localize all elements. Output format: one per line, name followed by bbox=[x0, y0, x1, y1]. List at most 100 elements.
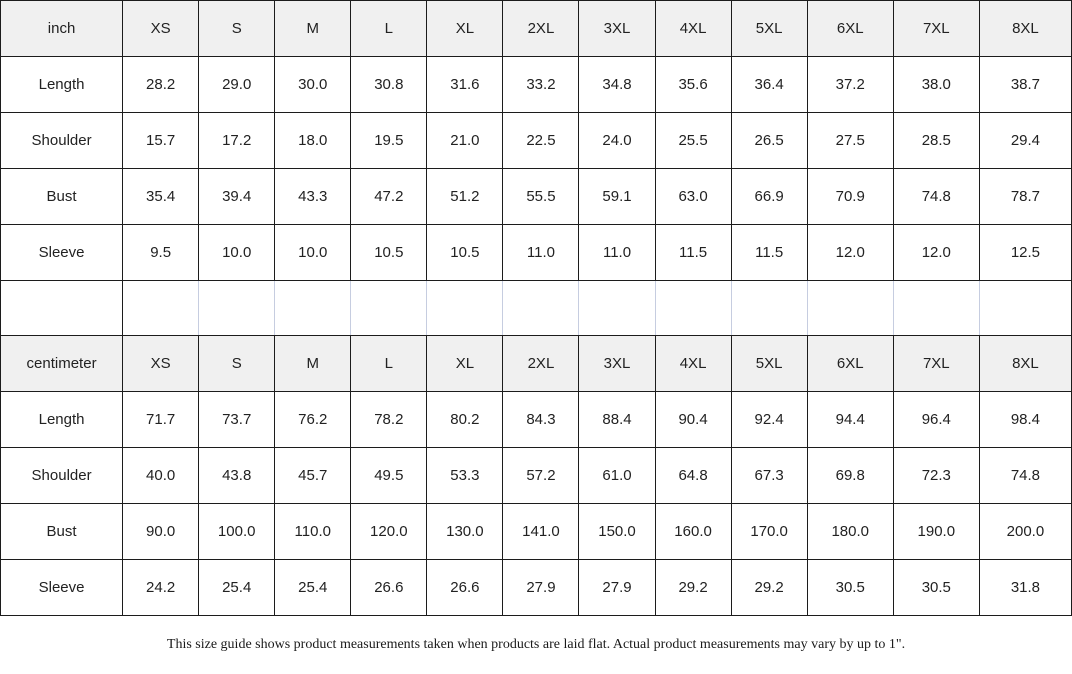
measurement-value: 30.5 bbox=[807, 559, 894, 616]
measurement-value: 19.5 bbox=[350, 112, 428, 169]
spacer-cell bbox=[198, 280, 276, 336]
measurement-disclaimer: This size guide shows product measuremen… bbox=[166, 637, 906, 653]
size-header-s: S bbox=[198, 335, 276, 392]
measurement-value: 66.9 bbox=[731, 168, 808, 225]
measurement-value: 12.5 bbox=[979, 224, 1072, 281]
measurement-value: 84.3 bbox=[502, 391, 580, 448]
measurement-value: 18.0 bbox=[274, 112, 352, 169]
measurement-value: 78.2 bbox=[350, 391, 428, 448]
measurement-value: 25.4 bbox=[198, 559, 276, 616]
spacer-cell bbox=[806, 280, 894, 336]
measurement-value: 10.5 bbox=[350, 224, 428, 281]
size-header-m: M bbox=[274, 335, 352, 392]
measurement-value: 141.0 bbox=[502, 503, 580, 560]
measurement-value: 71.7 bbox=[122, 391, 200, 448]
measurement-value: 51.2 bbox=[426, 168, 504, 225]
measurement-value: 43.3 bbox=[274, 168, 352, 225]
measurement-value: 30.5 bbox=[893, 559, 980, 616]
spacer-cell bbox=[654, 280, 732, 336]
table-row: Length 71.7 73.7 76.2 78.2 80.2 84.3 88.4 90.4 92… bbox=[0, 391, 1072, 448]
measurement-value: 40.0 bbox=[122, 447, 200, 504]
measurement-value: 25.4 bbox=[274, 559, 352, 616]
size-chart-table: inch XS S M L XL 2XL 3XL 4XL 5XL 6XL 7XL 8XL Length 28… bbox=[0, 0, 1072, 616]
measurement-value: 33.2 bbox=[502, 56, 580, 113]
spacer-cell bbox=[978, 280, 1072, 336]
measurement-value: 150.0 bbox=[578, 503, 656, 560]
measurement-value: 29.4 bbox=[979, 112, 1072, 169]
measurement-value: 29.0 bbox=[198, 56, 276, 113]
measurement-value: 74.8 bbox=[893, 168, 980, 225]
measurement-value: 76.2 bbox=[274, 391, 352, 448]
unit-label: centimeter bbox=[0, 335, 124, 392]
size-header-3xl: 3XL bbox=[578, 0, 656, 57]
table-row: Length 28.2 29.0 30.0 30.8 31.6 33.2 34.8 35.6 36… bbox=[0, 56, 1072, 113]
measurement-value: 10.0 bbox=[274, 224, 352, 281]
table-row: Shoulder 40.0 43.8 45.7 49.5 53.3 57.2 61.0 64.8… bbox=[0, 447, 1072, 504]
measurement-value: 38.7 bbox=[979, 56, 1072, 113]
table-row: Bust 90.0 100.0 110.0 120.0 130.0 141.0 150.0 16… bbox=[0, 503, 1072, 560]
measurement-value: 27.9 bbox=[502, 559, 580, 616]
measurement-label-bust: Bust bbox=[0, 168, 124, 225]
spacer-cell bbox=[122, 280, 200, 336]
measurement-value: 9.5 bbox=[122, 224, 200, 281]
size-header-4xl: 4XL bbox=[655, 335, 732, 392]
spacer-cell bbox=[730, 280, 808, 336]
measurement-value: 24.2 bbox=[122, 559, 200, 616]
measurement-value: 45.7 bbox=[274, 447, 352, 504]
measurement-value: 43.8 bbox=[198, 447, 276, 504]
measurement-value: 31.8 bbox=[979, 559, 1072, 616]
measurement-value: 11.5 bbox=[731, 224, 808, 281]
measurement-value: 47.2 bbox=[350, 168, 428, 225]
measurement-value: 80.2 bbox=[426, 391, 504, 448]
size-header-8xl: 8XL bbox=[979, 0, 1072, 57]
measurement-value: 96.4 bbox=[893, 391, 980, 448]
measurement-value: 29.2 bbox=[655, 559, 732, 616]
table-body: inch XS S M L XL 2XL 3XL 4XL 5XL 6XL 7XL 8XL Length 28… bbox=[0, 0, 1072, 616]
measurement-value: 61.0 bbox=[578, 447, 656, 504]
measurement-value: 160.0 bbox=[655, 503, 732, 560]
measurement-label-length: Length bbox=[0, 391, 124, 448]
measurement-value: 53.3 bbox=[426, 447, 504, 504]
measurement-value: 15.7 bbox=[122, 112, 200, 169]
footnote-area: This size guide shows product measuremen… bbox=[0, 616, 1072, 674]
measurement-value: 49.5 bbox=[350, 447, 428, 504]
size-header-3xl: 3XL bbox=[578, 335, 656, 392]
measurement-value: 72.3 bbox=[893, 447, 980, 504]
measurement-value: 74.8 bbox=[979, 447, 1072, 504]
measurement-value: 12.0 bbox=[807, 224, 894, 281]
spacer-cell bbox=[274, 280, 352, 336]
measurement-value: 26.5 bbox=[731, 112, 808, 169]
measurement-value: 98.4 bbox=[979, 391, 1072, 448]
measurement-value: 70.9 bbox=[807, 168, 894, 225]
measurement-value: 30.8 bbox=[350, 56, 428, 113]
unit-header-row-centimeter: centimeter XS S M L XL 2XL 3XL 4XL 5XL 6XL 7XL 8XL bbox=[0, 335, 1072, 392]
unit-label: inch bbox=[0, 0, 124, 57]
measurement-label-sleeve: Sleeve bbox=[0, 224, 124, 281]
size-header-l: L bbox=[350, 0, 428, 57]
spacer-label-cell bbox=[0, 280, 124, 336]
measurement-value: 11.0 bbox=[578, 224, 656, 281]
measurement-value: 26.6 bbox=[350, 559, 428, 616]
measurement-value: 130.0 bbox=[426, 503, 504, 560]
measurement-value: 88.4 bbox=[578, 391, 656, 448]
measurement-value: 11.5 bbox=[655, 224, 732, 281]
section-spacer-row bbox=[0, 280, 1072, 336]
measurement-value: 25.5 bbox=[655, 112, 732, 169]
measurement-value: 120.0 bbox=[350, 503, 428, 560]
measurement-value: 57.2 bbox=[502, 447, 580, 504]
size-header-8xl: 8XL bbox=[979, 335, 1072, 392]
measurement-value: 67.3 bbox=[731, 447, 808, 504]
unit-header-row-inch: inch XS S M L XL 2XL 3XL 4XL 5XL 6XL 7XL 8XL bbox=[0, 0, 1072, 57]
size-header-4xl: 4XL bbox=[655, 0, 732, 57]
measurement-label-length: Length bbox=[0, 56, 124, 113]
size-header-m: M bbox=[274, 0, 352, 57]
size-header-l: L bbox=[350, 335, 428, 392]
measurement-value: 28.2 bbox=[122, 56, 200, 113]
measurement-value: 10.5 bbox=[426, 224, 504, 281]
measurement-value: 64.8 bbox=[655, 447, 732, 504]
measurement-value: 63.0 bbox=[655, 168, 732, 225]
measurement-value: 94.4 bbox=[807, 391, 894, 448]
measurement-value: 29.2 bbox=[731, 559, 808, 616]
table-row: Sleeve 24.2 25.4 25.4 26.6 26.6 27.9 27.9 29.2 29… bbox=[0, 559, 1072, 616]
